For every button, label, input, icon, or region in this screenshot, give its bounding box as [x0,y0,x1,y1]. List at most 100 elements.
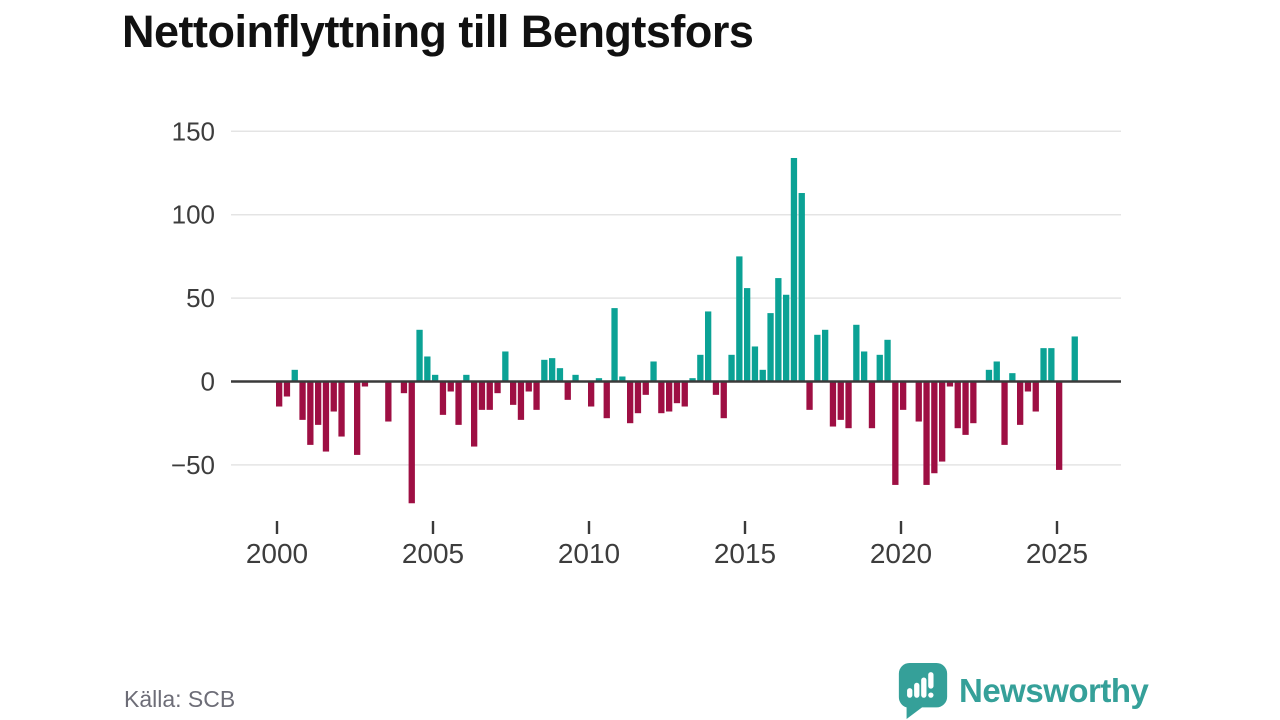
bar [666,381,673,412]
bar [541,359,548,382]
bar [603,381,610,419]
x-axis-label: 2025 [1026,538,1088,569]
y-axis-label: −50 [171,450,215,480]
x-axis-label: 2020 [870,538,932,569]
bar [1071,336,1078,382]
bar [923,381,930,485]
bar [751,346,759,382]
y-axis-label: 50 [186,283,215,313]
bar [455,381,462,425]
bar [486,381,493,410]
bar [471,381,478,447]
bar [283,381,291,397]
bar [720,381,727,419]
bar [673,381,681,404]
bar [447,381,454,392]
bar [931,381,938,474]
bar [868,381,876,429]
bar [400,381,408,394]
bar [307,381,314,445]
bar [775,278,782,382]
bar [954,381,961,429]
bar [549,358,556,382]
bar [564,381,571,400]
bar [619,376,626,382]
bar [861,351,868,382]
bar [299,381,306,420]
bar [728,354,735,382]
bar [790,157,798,382]
bar [681,381,688,407]
bar [744,288,751,382]
bar [829,381,837,427]
bar [876,354,883,382]
bar [985,369,993,382]
bar [627,381,634,424]
bar [517,381,525,420]
bar [361,381,369,387]
newsworthy-logo-icon [898,663,948,719]
bar [1001,381,1008,445]
bar [705,311,712,382]
bar [424,356,431,382]
bar [533,381,540,410]
bar [736,256,743,382]
bar [993,361,1000,382]
bar [884,339,891,382]
y-axis-label: 100 [172,200,215,230]
bar [330,381,337,412]
bar [915,381,922,422]
x-axis-label: 2000 [246,538,308,569]
bar [1017,381,1024,425]
bar [408,381,415,504]
x-axis-label: 2015 [714,538,776,569]
bar [814,334,821,382]
bar [338,381,345,437]
bar [588,381,595,407]
x-axis-label: 2010 [558,538,620,569]
bar [946,381,954,387]
bar [939,381,946,462]
bar [1048,348,1055,382]
bar [962,381,969,435]
bar [1032,381,1039,412]
bar [798,193,805,382]
bar [853,324,860,382]
bar [1040,348,1047,382]
bar [416,329,423,382]
bar [837,381,844,420]
bar [595,378,603,382]
bar [611,308,618,382]
bar [689,378,696,382]
source-note: Källa: SCB [124,686,236,712]
bar [478,381,486,410]
bar [315,381,322,425]
bar [767,313,774,382]
bar [650,361,657,382]
bar [658,381,665,414]
bar [463,374,470,382]
chart-title: Nettoinflyttning till Bengtsfors [122,6,754,57]
bar [697,354,704,382]
bar [525,381,532,392]
bar [556,368,564,382]
bar [354,381,361,455]
newsworthy-wordmark: Newsworthy [959,672,1149,709]
x-axis-label: 2005 [402,538,464,569]
bar [291,369,298,382]
bar [510,381,517,405]
y-axis-label: 150 [172,116,215,146]
bar [634,381,642,414]
bar [1009,373,1016,382]
bar [642,381,649,395]
bar [970,381,977,424]
bar [712,381,720,395]
bar [502,351,509,382]
bar [439,381,447,415]
bar [900,381,907,410]
newsworthy-branding: Newsworthy [898,663,1149,719]
bar [892,381,899,485]
bar [494,381,501,394]
